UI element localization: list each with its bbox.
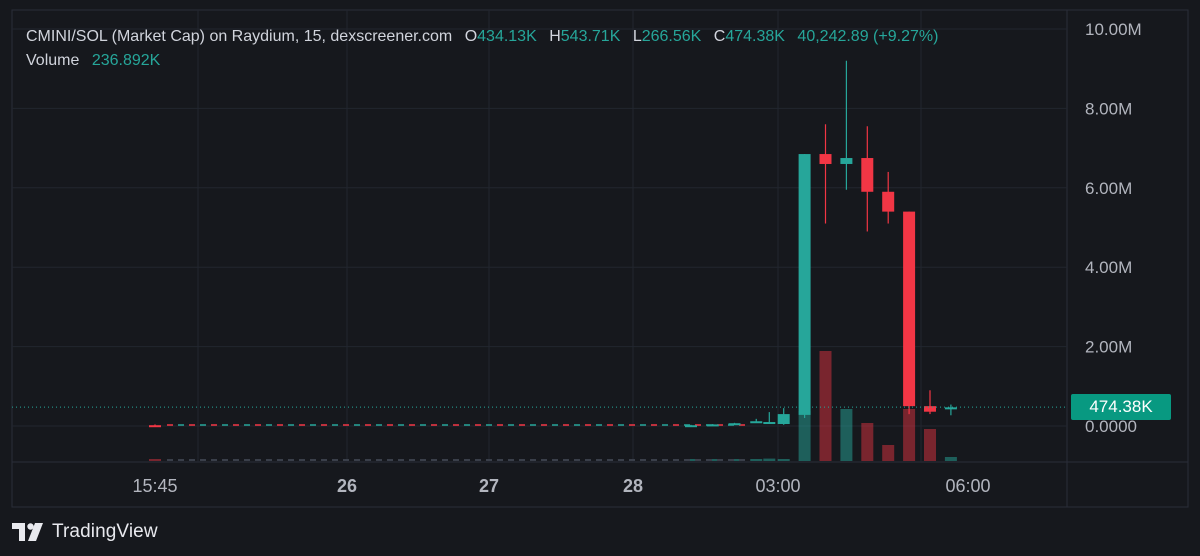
volume-bar — [750, 459, 763, 461]
x-tick-label: 26 — [337, 476, 357, 496]
y-tick-label: 4.00M — [1085, 258, 1132, 277]
change-value: 40,242.89 (+9.27%) — [797, 28, 939, 45]
tradingview-icon — [12, 523, 43, 541]
candle-body — [763, 422, 776, 425]
volume-bar — [840, 409, 853, 461]
y-tick-label: 10.00M — [1085, 20, 1142, 39]
candle-body — [149, 425, 161, 428]
tradingview-logo[interactable]: TradingView — [12, 520, 158, 544]
volume-bar — [944, 457, 957, 461]
close-label: C — [713, 28, 726, 45]
volume-bar — [763, 458, 776, 461]
candle-body — [944, 407, 957, 410]
volume-bar — [819, 351, 832, 461]
price-axis-labels: 0.0000 2.00M 4.00M 6.00M 8.00M 10.00M — [1085, 20, 1142, 436]
open-value: 434.13K — [477, 28, 537, 45]
volume-bars — [149, 351, 957, 461]
volume-bar — [777, 459, 790, 461]
volume-bar — [728, 459, 741, 461]
x-tick-label: 06:00 — [945, 476, 990, 496]
chart-legend: CMINI/SOL (Market Cap) on Raydium, 15, d… — [26, 26, 938, 72]
volume-bar — [882, 445, 895, 461]
high-label: H — [549, 28, 561, 45]
candlesticks — [149, 60, 957, 428]
y-tick-label: 6.00M — [1085, 179, 1132, 198]
volume-bar — [149, 459, 161, 461]
candle-body — [819, 154, 832, 164]
candle-body — [924, 406, 936, 412]
open-label: O — [464, 28, 478, 45]
candle-body — [706, 424, 719, 427]
candle-body — [882, 191, 895, 212]
last-price-tag: 474.38K — [1071, 394, 1171, 420]
volume-value: 236.892K — [91, 52, 161, 69]
volume-bar — [798, 411, 811, 461]
candle-body — [777, 414, 790, 425]
volume-bar — [685, 459, 697, 461]
x-tick-label: 28 — [623, 476, 643, 496]
low-value: 266.56K — [641, 28, 702, 45]
grid-lines — [12, 10, 1067, 462]
time-axis-labels: 15:45 26 27 28 03:00 06:00 — [132, 476, 990, 496]
candle-body — [798, 154, 811, 415]
candle-body — [861, 158, 874, 192]
high-value: 543.71K — [560, 28, 621, 45]
volume-label: Volume — [26, 52, 80, 69]
flat-price-line — [167, 424, 745, 461]
y-tick-label: 8.00M — [1085, 99, 1132, 118]
volume-bar — [706, 459, 719, 461]
candle-body — [903, 211, 916, 407]
symbol-title[interactable]: CMINI/SOL (Market Cap) on Raydium, 15, d… — [26, 28, 453, 45]
low-label: L — [632, 28, 642, 45]
chart-frame — [11, 9, 1189, 508]
x-tick-label: 27 — [479, 476, 499, 496]
y-tick-label: 0.0000 — [1085, 417, 1137, 436]
y-tick-label: 2.00M — [1085, 338, 1132, 357]
candle-body — [840, 158, 853, 164]
candle-body — [750, 421, 763, 424]
volume-bar — [903, 409, 916, 461]
close-value: 474.38K — [725, 28, 785, 45]
candle-body — [685, 425, 697, 428]
brand-name: TradingView — [52, 521, 158, 542]
x-tick-label: 03:00 — [755, 476, 800, 496]
volume-bar — [861, 423, 874, 461]
candle-body — [728, 423, 741, 426]
volume-bar — [924, 429, 936, 461]
x-tick-label: 15:45 — [132, 476, 177, 496]
